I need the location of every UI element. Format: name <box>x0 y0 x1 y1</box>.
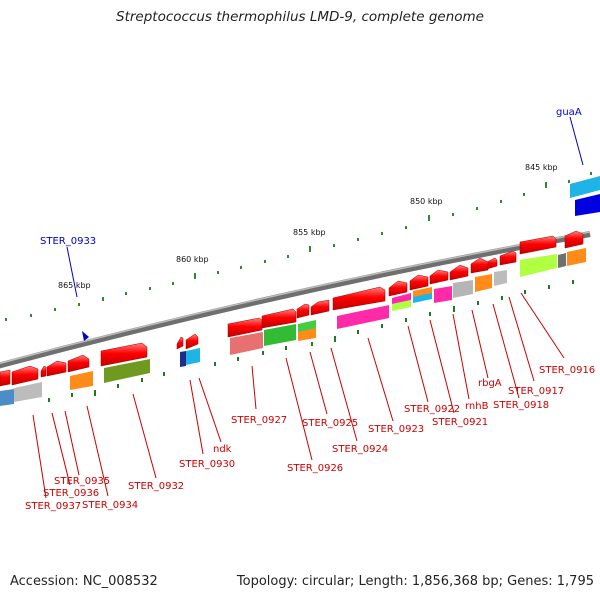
gene-arrow <box>519 235 557 255</box>
label-rnhB: rnhB <box>465 401 489 412</box>
box-steelblue <box>0 389 14 406</box>
box-orange-2 <box>475 274 492 292</box>
scale-label-850: 850 kbp <box>410 197 443 206</box>
gene-arrow <box>100 342 148 367</box>
box-gray-3 <box>453 280 473 298</box>
box-orange-5 <box>70 371 93 390</box>
label-STER_0916: STER_0916 <box>539 365 595 376</box>
label-STER_0921: STER_0921 <box>432 417 488 428</box>
gene-arrow <box>388 280 408 297</box>
box-gray <box>558 253 566 268</box>
label-STER_0932: STER_0932 <box>128 481 184 492</box>
scale-label-860: 860 kbp <box>176 255 209 264</box>
label-STER_0918: STER_0918 <box>493 400 549 411</box>
gene-labels: STER_0916 STER_0917 STER_0918 rbgA rnhB … <box>25 365 595 512</box>
gene-arrow <box>564 230 584 249</box>
label-STER_0933: STER_0933 <box>40 236 96 247</box>
gene-arrow <box>429 269 449 285</box>
gene-arrow <box>0 369 11 387</box>
accession-text: Accession: NC_008532 <box>10 574 158 589</box>
gene-arrow <box>499 250 517 266</box>
label-STER_0917: STER_0917 <box>508 386 564 397</box>
forward-genes <box>0 230 584 387</box>
box-blue <box>575 194 600 216</box>
box-olive <box>104 359 150 383</box>
box-green <box>264 324 296 346</box>
gene-arrow <box>310 299 330 316</box>
box-navy <box>180 351 186 367</box>
box-cyan-3 <box>186 348 200 365</box>
label-STER_0935: STER_0935 <box>54 476 110 487</box>
label-STER_0924: STER_0924 <box>332 444 388 455</box>
label-STER_0922: STER_0922 <box>404 404 460 415</box>
gene-arrow <box>332 286 386 311</box>
box-gray-2 <box>494 270 507 286</box>
label-STER_0926: STER_0926 <box>287 463 343 474</box>
strand-marker-icon <box>82 331 89 341</box>
box-lime <box>520 254 557 277</box>
box-cyan-2 <box>413 292 432 303</box>
gene-arrow <box>11 365 39 386</box>
gene-arrow <box>227 317 263 338</box>
label-STER_0934: STER_0934 <box>82 500 138 511</box>
red-leaders <box>32 292 565 499</box>
scale-ring <box>5 172 592 321</box>
gene-arrow <box>486 257 498 270</box>
label-rbgA: rbgA <box>478 378 502 389</box>
gene-arrow <box>470 257 489 274</box>
map-title: Streptococcus thermophilus LMD-9, comple… <box>116 9 484 25</box>
genome-backbone-highlight <box>0 231 591 365</box>
label-STER_0927: STER_0927 <box>231 415 287 426</box>
label-STER_0937: STER_0937 <box>25 501 81 512</box>
gene-arrow <box>46 360 67 377</box>
box-pink <box>337 305 389 329</box>
box-cyan <box>570 176 600 198</box>
function-boxes <box>0 176 600 406</box>
box-lime-2 <box>392 300 411 311</box>
box-orange <box>567 248 586 266</box>
gene-arrow <box>449 264 469 281</box>
box-magenta-2 <box>392 293 411 304</box>
gene-arrow <box>40 365 47 378</box>
gene-arrow <box>176 336 184 350</box>
inner-ticks <box>31 280 574 402</box>
box-green-small <box>298 320 316 332</box>
label-ndk: ndk <box>213 444 232 455</box>
label-STER_0930: STER_0930 <box>179 459 235 470</box>
box-orange-3 <box>413 287 432 297</box>
scale-label-855: 855 kbp <box>293 228 326 237</box>
label-STER_0923: STER_0923 <box>368 424 424 435</box>
gene-arrow <box>409 274 429 291</box>
scale-label-845: 845 kbp <box>525 163 558 172</box>
gene-arrow <box>296 303 310 319</box>
genome-backbone <box>0 231 591 369</box>
box-magenta <box>434 286 452 303</box>
gene-arrow <box>67 354 90 373</box>
gene-arrow <box>185 333 199 350</box>
label-STER_0925: STER_0925 <box>302 418 358 429</box>
label-STER_0936: STER_0936 <box>43 488 99 499</box>
box-gray-4 <box>14 382 42 402</box>
topology-text: Topology: circular; Length: 1,856,368 bp… <box>236 574 594 589</box>
blue-leaders <box>66 116 584 298</box>
box-salmon <box>230 332 263 355</box>
label-guaA: guaA <box>556 107 582 118</box>
